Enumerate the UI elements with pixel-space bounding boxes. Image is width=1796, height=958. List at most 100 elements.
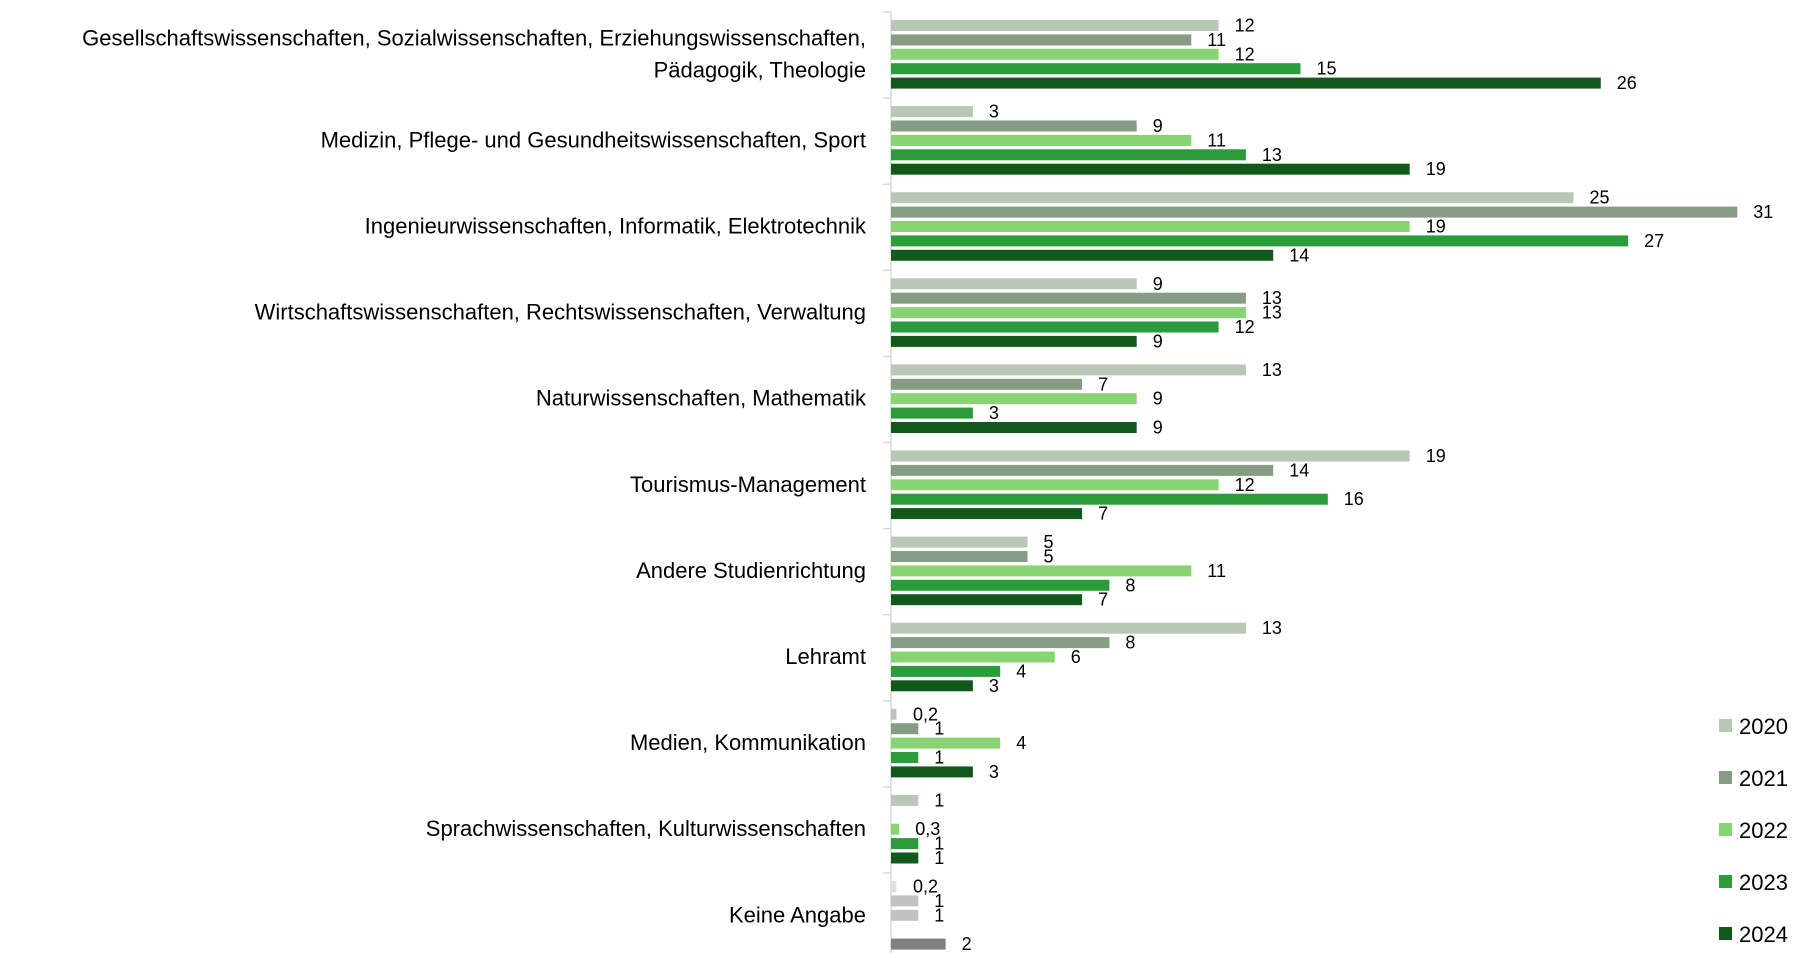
bar-2024 bbox=[891, 163, 1410, 175]
bar-2021 bbox=[891, 464, 1274, 476]
bar-2023 bbox=[891, 63, 1301, 75]
bar-2021 bbox=[891, 551, 1028, 562]
bar-2022 bbox=[891, 479, 1219, 491]
value-label: 1 bbox=[934, 891, 944, 911]
value-label: 13 bbox=[1262, 288, 1282, 308]
value-label: 3 bbox=[989, 403, 999, 423]
bar-2020 bbox=[891, 106, 973, 118]
bar-2024 bbox=[891, 77, 1601, 89]
bar-2022 bbox=[891, 737, 1001, 749]
bar-2024 bbox=[891, 938, 946, 950]
value-label: 3 bbox=[989, 102, 999, 122]
value-label: 1 bbox=[934, 834, 944, 854]
value-label: 1 bbox=[934, 790, 944, 810]
bar-2022 bbox=[891, 134, 1192, 146]
value-label: 1 bbox=[934, 848, 944, 868]
value-label: 12 bbox=[1235, 44, 1255, 64]
legend-label-2022: 2022 bbox=[1739, 818, 1788, 843]
category-label: Lehramt bbox=[785, 644, 866, 669]
bar-2021 bbox=[891, 723, 919, 735]
category-label: Sprachwissenschaften, Kulturwissenschaft… bbox=[426, 816, 866, 841]
value-label: 8 bbox=[1125, 633, 1135, 653]
bar-2024 bbox=[891, 852, 919, 864]
value-label: 7 bbox=[1098, 504, 1108, 524]
legend-label-2023: 2023 bbox=[1739, 870, 1788, 895]
bar-2023 bbox=[891, 493, 1328, 505]
value-label: 12 bbox=[1235, 16, 1255, 36]
bar-2023 bbox=[891, 838, 919, 850]
legend-swatch-2023 bbox=[1719, 875, 1732, 888]
legend-swatch-2021 bbox=[1719, 771, 1732, 784]
bar-2022 bbox=[891, 823, 900, 835]
bar-2022 bbox=[891, 909, 919, 921]
value-label: 11 bbox=[1207, 130, 1226, 150]
bar-2023 bbox=[891, 235, 1629, 247]
bar-2020 bbox=[891, 536, 1028, 548]
bar-2024 bbox=[891, 422, 1137, 433]
category-label: Gesellschaftswissenschaften, Sozialwisse… bbox=[82, 25, 866, 50]
bar-2020 bbox=[891, 192, 1574, 204]
bar-2022 bbox=[891, 651, 1055, 663]
value-label: 26 bbox=[1617, 73, 1637, 93]
category-label: Tourismus-Management bbox=[630, 472, 866, 497]
value-label: 25 bbox=[1590, 188, 1610, 208]
value-label: 31 bbox=[1753, 202, 1773, 222]
legend-swatch-2022 bbox=[1719, 823, 1732, 836]
category-label: Andere Studienrichtung bbox=[636, 558, 866, 583]
bar-2024 bbox=[891, 680, 973, 692]
bar-2023 bbox=[891, 407, 973, 419]
category-label: Wirtschaftswissenschaften, Rechtswissens… bbox=[255, 300, 866, 325]
value-label: 11 bbox=[1207, 30, 1226, 50]
value-label: 3 bbox=[989, 762, 999, 782]
value-label: 2 bbox=[962, 934, 972, 953]
bar-2022 bbox=[891, 565, 1192, 577]
value-label: 9 bbox=[1153, 331, 1163, 351]
value-label: 0,2 bbox=[913, 877, 938, 897]
bar-2024 bbox=[891, 594, 1083, 606]
bar-2020 bbox=[891, 364, 1246, 376]
bar-2023 bbox=[891, 665, 1001, 677]
value-label: 4 bbox=[1016, 733, 1026, 753]
category-label: Pädagogik, Theologie bbox=[654, 57, 866, 82]
bar-2022 bbox=[891, 393, 1137, 405]
bar-2022 bbox=[891, 221, 1410, 232]
value-label: 0,2 bbox=[913, 704, 938, 724]
value-label: 1 bbox=[934, 748, 944, 768]
legend-label-2021: 2021 bbox=[1739, 766, 1788, 791]
bar-2021 bbox=[891, 206, 1738, 218]
value-label: 13 bbox=[1262, 360, 1282, 380]
value-label: 19 bbox=[1426, 446, 1446, 466]
value-label: 7 bbox=[1098, 374, 1108, 394]
bar-2021 bbox=[891, 895, 919, 907]
category-label: Medizin, Pflege- und Gesundheitswissensc… bbox=[321, 127, 866, 152]
value-label: 9 bbox=[1153, 389, 1163, 409]
value-label: 14 bbox=[1289, 245, 1309, 265]
bar-2021 bbox=[891, 637, 1110, 649]
bar-2023 bbox=[891, 321, 1219, 333]
value-label: 9 bbox=[1153, 418, 1163, 438]
legend-swatch-2020 bbox=[1719, 719, 1732, 732]
value-label: 4 bbox=[1016, 661, 1026, 681]
bar-2021 bbox=[891, 292, 1246, 304]
value-label: 11 bbox=[1207, 561, 1226, 581]
bar-2020 bbox=[891, 450, 1410, 462]
bar-2024 bbox=[891, 766, 973, 778]
bar-2024 bbox=[891, 508, 1083, 520]
value-label: 12 bbox=[1235, 475, 1255, 495]
value-label: 14 bbox=[1289, 460, 1309, 480]
bar-2023 bbox=[891, 149, 1246, 161]
bar-2021 bbox=[891, 34, 1192, 46]
value-label: 27 bbox=[1644, 231, 1664, 251]
value-label: 9 bbox=[1153, 116, 1163, 136]
value-label: 3 bbox=[989, 676, 999, 696]
bar-2020 bbox=[891, 708, 897, 720]
value-label: 16 bbox=[1344, 489, 1364, 509]
bar-2022 bbox=[891, 48, 1219, 60]
value-label: 5 bbox=[1044, 532, 1054, 552]
value-label: 19 bbox=[1426, 217, 1446, 237]
value-label: 1 bbox=[934, 905, 944, 925]
bar-2020 bbox=[891, 881, 897, 892]
bar-2020 bbox=[891, 278, 1137, 290]
value-label: 15 bbox=[1317, 59, 1337, 79]
